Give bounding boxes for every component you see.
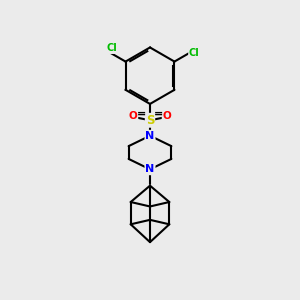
Text: O: O	[129, 111, 137, 122]
Text: Cl: Cl	[189, 48, 200, 58]
Text: N: N	[146, 131, 154, 141]
Text: O: O	[163, 111, 171, 122]
Text: =: =	[137, 109, 147, 119]
Text: S: S	[146, 114, 154, 127]
Text: =: =	[153, 109, 163, 119]
Text: N: N	[146, 164, 154, 174]
Text: Cl: Cl	[106, 43, 117, 53]
